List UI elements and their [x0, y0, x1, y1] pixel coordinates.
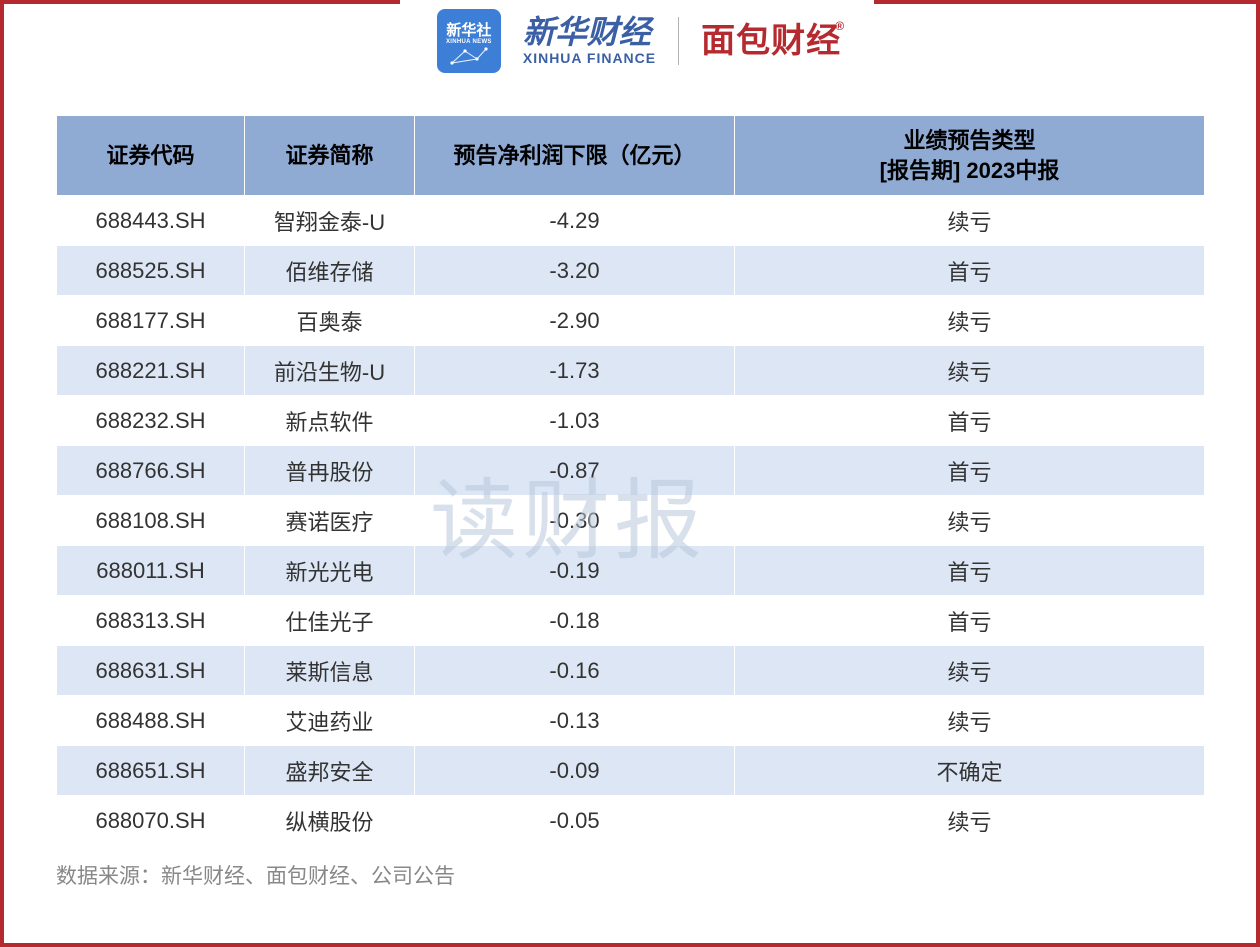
table-cell: 新光光电 — [245, 546, 415, 596]
table-cell: -0.13 — [415, 696, 735, 746]
table-cell: 纵横股份 — [245, 796, 415, 846]
table-container: 证券代码 证券简称 预告净利润下限（亿元） 业绩预告类型[报告期] 2023中报… — [56, 115, 1204, 890]
table-cell: -0.16 — [415, 646, 735, 696]
table-cell: 688177.SH — [57, 296, 245, 346]
table-body: 688443.SH智翔金泰-U-4.29续亏688525.SH佰维存储-3.20… — [57, 196, 1205, 846]
table-row: 688766.SH普冉股份-0.87首亏 — [57, 446, 1205, 496]
table-cell: 盛邦安全 — [245, 746, 415, 796]
table-cell: 688488.SH — [57, 696, 245, 746]
table-cell: 688766.SH — [57, 446, 245, 496]
table-cell: 莱斯信息 — [245, 646, 415, 696]
table-row: 688011.SH新光光电-0.19首亏 — [57, 546, 1205, 596]
table-head: 证券代码 证券简称 预告净利润下限（亿元） 业绩预告类型[报告期] 2023中报 — [57, 116, 1205, 196]
data-source-note: 数据来源：新华财经、面包财经、公司公告 — [56, 860, 1204, 890]
frame-left — [0, 0, 4, 943]
col-header-type: 业绩预告类型[报告期] 2023中报 — [735, 116, 1205, 196]
table-cell: -1.03 — [415, 396, 735, 446]
table-row: 688232.SH新点软件-1.03首亏 — [57, 396, 1205, 446]
table-cell: -0.30 — [415, 496, 735, 546]
table-row: 688631.SH莱斯信息-0.16续亏 — [57, 646, 1205, 696]
table-cell: -2.90 — [415, 296, 735, 346]
table-row: 688488.SH艾迪药业-0.13续亏 — [57, 696, 1205, 746]
table-row: 688221.SH前沿生物-U-1.73续亏 — [57, 346, 1205, 396]
table-cell: -1.73 — [415, 346, 735, 396]
table-cell: 续亏 — [735, 296, 1205, 346]
table-cell: 续亏 — [735, 346, 1205, 396]
table-cell: 前沿生物-U — [245, 346, 415, 396]
table-cell: 佰维存储 — [245, 246, 415, 296]
header-logos: 新华社 XINHUA NEWS 新华财经 XINHUA FINANC — [400, 0, 878, 82]
table-cell: 688221.SH — [57, 346, 245, 396]
table-cell: 688631.SH — [57, 646, 245, 696]
col-header-code: 证券代码 — [57, 116, 245, 196]
mianbao-finance-logo: 面包财经 — [701, 24, 841, 58]
table-cell: 首亏 — [735, 446, 1205, 496]
table-cell: -4.29 — [415, 196, 735, 246]
table-cell: -0.19 — [415, 546, 735, 596]
table-cell: 688011.SH — [57, 546, 245, 596]
xinhua-finance-logo: 新华财经 XINHUA FINANCE — [523, 16, 656, 66]
table-cell: 688313.SH — [57, 596, 245, 646]
table-cell: 续亏 — [735, 196, 1205, 246]
table-cell: 首亏 — [735, 546, 1205, 596]
table-cell: -3.20 — [415, 246, 735, 296]
earnings-forecast-table: 证券代码 证券简称 预告净利润下限（亿元） 业绩预告类型[报告期] 2023中报… — [56, 115, 1205, 846]
table-row: 688177.SH百奥泰-2.90续亏 — [57, 296, 1205, 346]
table-cell: -0.05 — [415, 796, 735, 846]
table-row: 688070.SH纵横股份-0.05续亏 — [57, 796, 1205, 846]
table-row: 688651.SH盛邦安全-0.09不确定 — [57, 746, 1205, 796]
table-cell: 续亏 — [735, 696, 1205, 746]
table-cell: -0.18 — [415, 596, 735, 646]
table-cell: 续亏 — [735, 646, 1205, 696]
table-cell: 首亏 — [735, 596, 1205, 646]
table-cell: 首亏 — [735, 246, 1205, 296]
table-cell: 仕佳光子 — [245, 596, 415, 646]
table-row: 688443.SH智翔金泰-U-4.29续亏 — [57, 196, 1205, 246]
table-cell: 688232.SH — [57, 396, 245, 446]
col-header-profit: 预告净利润下限（亿元） — [415, 116, 735, 196]
xinhua-news-badge-icon: 新华社 XINHUA NEWS — [437, 9, 501, 73]
page-frame: 新华社 XINHUA NEWS 新华财经 XINHUA FINANC — [0, 0, 1260, 947]
table-cell: -0.87 — [415, 446, 735, 496]
table-cell: 新点软件 — [245, 396, 415, 446]
table-cell: 百奥泰 — [245, 296, 415, 346]
table-cell: 688651.SH — [57, 746, 245, 796]
table-cell: -0.09 — [415, 746, 735, 796]
table-cell: 688070.SH — [57, 796, 245, 846]
table-cell: 续亏 — [735, 496, 1205, 546]
table-cell: 赛诺医疗 — [245, 496, 415, 546]
table-cell: 不确定 — [735, 746, 1205, 796]
xinhua-finance-en: XINHUA FINANCE — [523, 50, 656, 66]
table-cell: 智翔金泰-U — [245, 196, 415, 246]
frame-top-left — [0, 0, 400, 4]
table-cell: 688525.SH — [57, 246, 245, 296]
table-cell: 普冉股份 — [245, 446, 415, 496]
table-row: 688525.SH佰维存储-3.20首亏 — [57, 246, 1205, 296]
table-row: 688313.SH仕佳光子-0.18首亏 — [57, 596, 1205, 646]
table-cell: 688108.SH — [57, 496, 245, 546]
table-cell: 688443.SH — [57, 196, 245, 246]
col-header-name: 证券简称 — [245, 116, 415, 196]
table-cell: 续亏 — [735, 796, 1205, 846]
table-row: 688108.SH赛诺医疗-0.30续亏 — [57, 496, 1205, 546]
logo-divider — [678, 17, 679, 65]
xinhua-box-cn: 新华社 — [446, 22, 491, 39]
table-cell: 艾迪药业 — [245, 696, 415, 746]
frame-top-right — [874, 0, 1256, 4]
table-cell: 首亏 — [735, 396, 1205, 446]
xinhua-finance-cn: 新华财经 — [523, 16, 656, 50]
